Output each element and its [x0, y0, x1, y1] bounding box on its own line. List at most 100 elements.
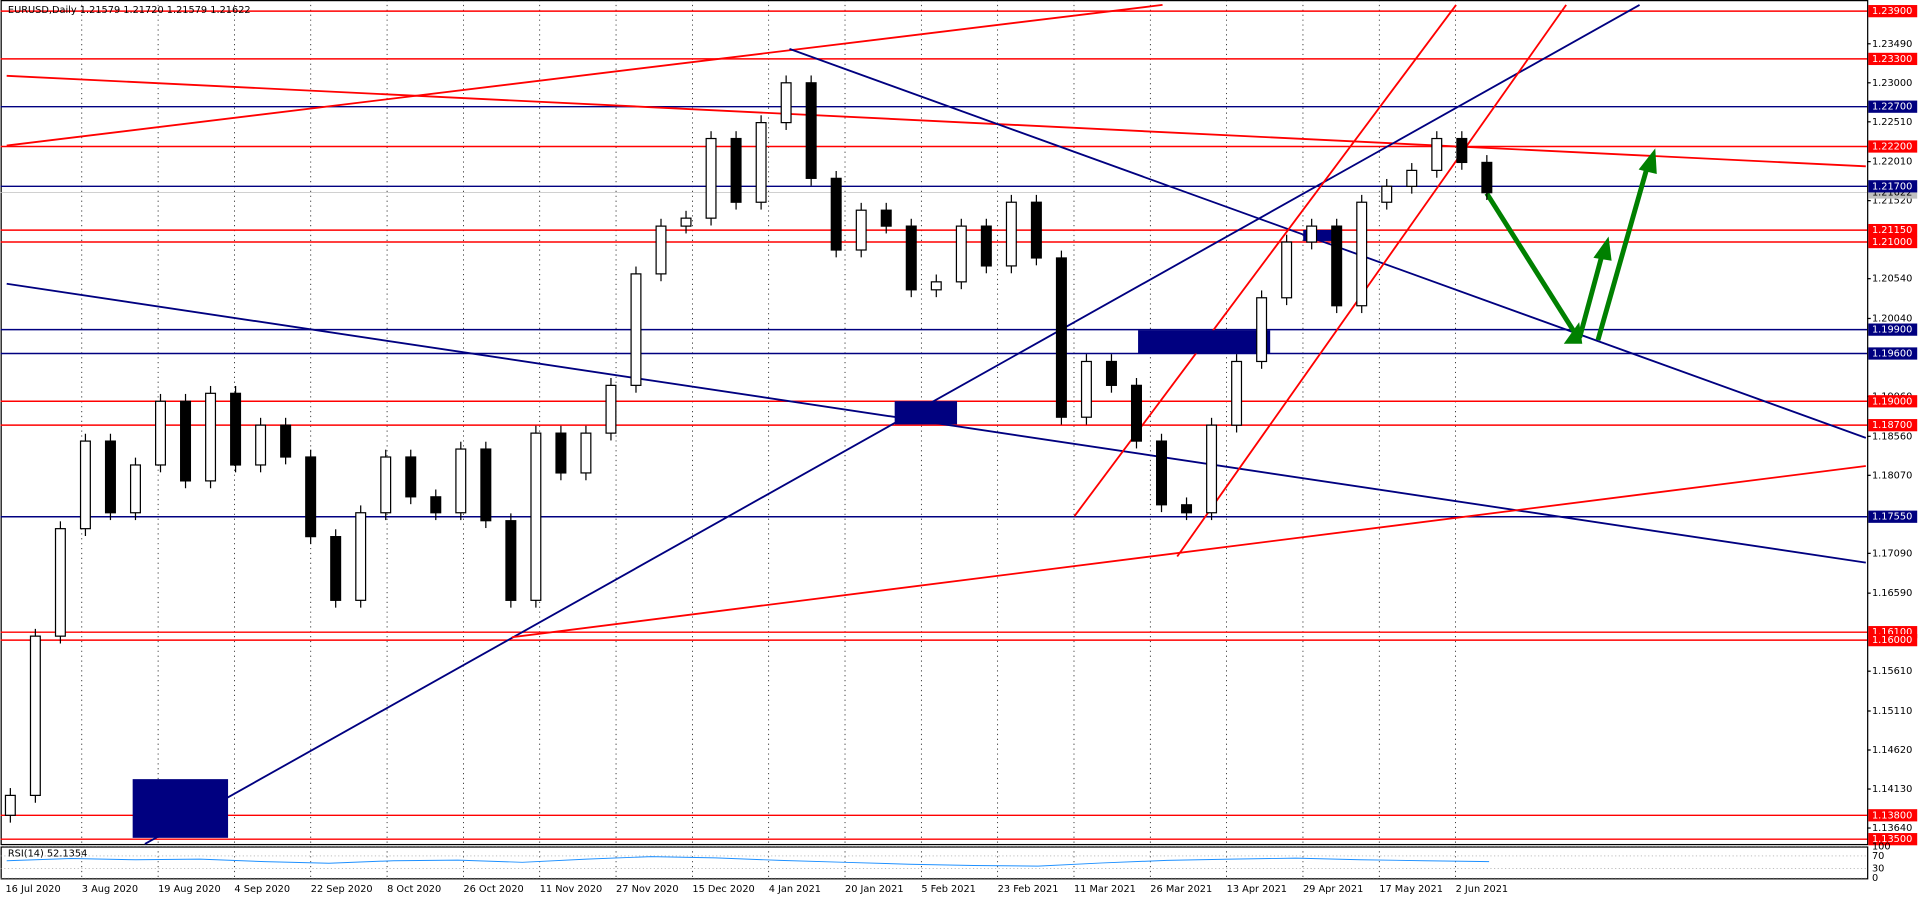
- level-label: 1.23900: [1872, 6, 1912, 17]
- x-tick-label: 22 Sep 2020: [311, 884, 373, 895]
- symbol-header: EURUSD,Daily 1.21579 1.21720 1.21579 1.2…: [8, 5, 251, 16]
- candle-body: [455, 448, 467, 514]
- x-tick-label: 26 Oct 2020: [463, 884, 523, 895]
- candle-body: [79, 440, 91, 530]
- candle-body: [1206, 424, 1218, 514]
- axes: 1.23490 1.23000 1.22510 1.22010 1.21520 1.205…: [5, 5, 1918, 895]
- x-tick-label: 23 Feb 2021: [998, 884, 1059, 895]
- level-label: 1.21000: [1872, 237, 1912, 248]
- candle-body: [1080, 360, 1092, 418]
- y-tick-label: 1.20540: [1872, 274, 1912, 285]
- level-box: [1868, 395, 1918, 408]
- candle-body: [780, 82, 792, 124]
- candle-body: [255, 424, 267, 466]
- trendline: [6, 3, 1163, 147]
- candle-body: [54, 528, 66, 637]
- candle-body: [1156, 440, 1168, 506]
- rsi-label: RSI(14) 52.1354: [8, 849, 87, 860]
- level-box: [1868, 510, 1918, 523]
- x-tick-label: 17 May 2021: [1379, 884, 1443, 895]
- rsi-tick-label: 0: [1872, 873, 1878, 884]
- y-tick-label: 1.15610: [1872, 666, 1912, 677]
- candle-body: [1481, 161, 1493, 194]
- x-tick-label: 11 Nov 2020: [540, 884, 603, 895]
- y-tick-label: 1.22510: [1872, 117, 1912, 128]
- y-tick-label: 1.23490: [1872, 39, 1912, 50]
- level-label: 1.19900: [1872, 325, 1912, 336]
- level-label: 1.23300: [1872, 54, 1912, 65]
- candle-body: [880, 209, 892, 227]
- level-label: 1.13500: [1872, 834, 1912, 845]
- candle-body: [480, 448, 492, 522]
- candle-body: [530, 432, 542, 601]
- candle-body: [1181, 504, 1193, 514]
- level-box: [1868, 5, 1918, 18]
- candle-body: [1406, 169, 1418, 187]
- y-tick-label: 1.15110: [1872, 706, 1912, 717]
- candle-body: [580, 432, 592, 474]
- candle-body: [680, 217, 692, 227]
- level-box: [1868, 347, 1918, 360]
- x-tick-label: 4 Jan 2021: [769, 884, 821, 895]
- x-tick-label: 11 Mar 2021: [1074, 884, 1136, 895]
- y-tick-label: 1.17090: [1872, 548, 1912, 559]
- level-label: 1.21150: [1872, 225, 1912, 236]
- level-label: 1.17550: [1872, 512, 1912, 523]
- candle-body: [1231, 360, 1243, 426]
- x-tick-label: 8 Oct 2020: [387, 884, 441, 895]
- candle-body: [1331, 225, 1343, 307]
- zone-box: [132, 779, 229, 838]
- candle-body: [705, 137, 717, 219]
- candle-body: [4, 794, 16, 816]
- candle-body: [805, 82, 817, 179]
- y-tick-label: 1.20040: [1872, 313, 1912, 324]
- candle-body: [855, 209, 867, 251]
- candle-body: [129, 464, 141, 514]
- arrowhead: [1593, 236, 1612, 261]
- y-tick-label: 1.13640: [1872, 823, 1912, 834]
- y-tick-label: 1.18070: [1872, 470, 1912, 481]
- plot-frame: [0, 0, 1869, 846]
- arrow: [1595, 163, 1651, 341]
- candle-body: [830, 177, 842, 251]
- level-box: [1868, 52, 1918, 66]
- candle-body: [980, 225, 992, 267]
- candle-body: [905, 225, 917, 291]
- x-tick-label: 15 Dec 2020: [692, 884, 754, 895]
- x-tick-label: 3 Aug 2020: [82, 884, 138, 895]
- candles: [4, 75, 1493, 867]
- candle-body: [1030, 201, 1042, 259]
- level-box: [1868, 180, 1918, 193]
- x-tick-label: 20 Jan 2021: [845, 884, 904, 895]
- level-box: [1868, 100, 1918, 113]
- rsi-line: [6, 856, 1490, 867]
- candle-body: [180, 400, 192, 482]
- arrow: [1484, 191, 1577, 334]
- grid: [0, 0, 1868, 879]
- level-label: 1.21700: [1872, 181, 1912, 192]
- candle-body: [405, 456, 417, 498]
- x-tick-label: 13 Apr 2021: [1227, 884, 1287, 895]
- candle-body: [1055, 257, 1067, 418]
- level-box: [1868, 419, 1918, 432]
- candle-body: [205, 392, 217, 482]
- candle-body: [1431, 137, 1443, 171]
- last-price-label: 1.21622: [1872, 188, 1912, 199]
- zone-box: [894, 401, 958, 425]
- candle-body: [280, 424, 292, 458]
- candle-body: [1256, 297, 1268, 363]
- level-label: 1.19600: [1872, 349, 1912, 360]
- trendline: [511, 465, 1866, 639]
- candle-body: [1105, 360, 1117, 386]
- rsi-tick-label: 70: [1872, 851, 1884, 862]
- candle-body: [1356, 201, 1368, 307]
- arrow: [1577, 251, 1606, 339]
- x-tick-label: 19 Aug 2020: [158, 884, 221, 895]
- candle-body: [930, 281, 942, 291]
- x-tick-label: 16 Jul 2020: [5, 884, 60, 895]
- candle-body: [630, 273, 642, 386]
- x-tick-label: 2 Jun 2021: [1456, 884, 1509, 895]
- x-tick-label: 4 Sep 2020: [234, 884, 290, 895]
